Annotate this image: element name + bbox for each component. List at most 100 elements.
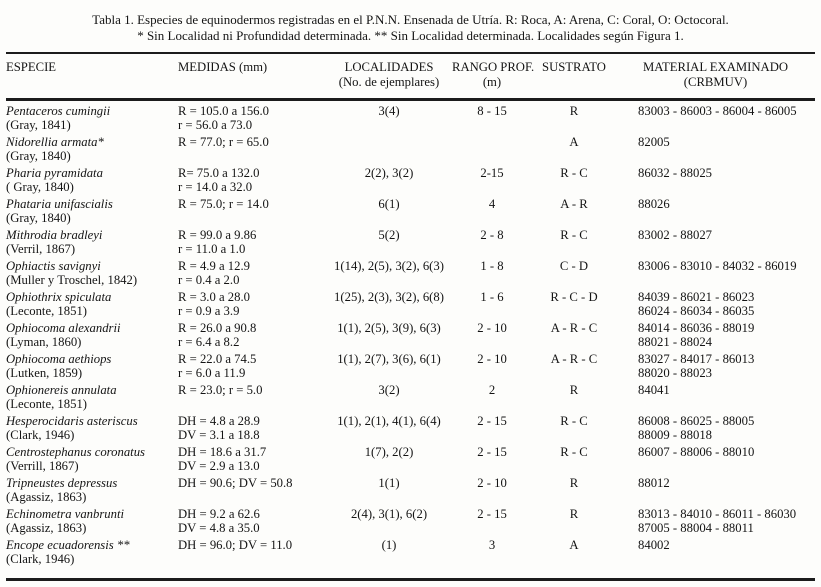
medidas-line: R = 26.0 a 90.8 — [178, 321, 257, 335]
species-row: Centrostephanus coronatus (Verrill, 1867)… — [6, 442, 815, 473]
species-name: Hesperocidaris asteriscus — [6, 414, 138, 428]
species-row: Ophiocoma aethiops (Lutken, 1859) R = 22.0… — [6, 349, 815, 380]
cell-sustrato: R - C — [560, 445, 588, 459]
header-row: ESPECIE MEDIDAS (mm) LOCALIDADES (No. de ej… — [6, 53, 815, 101]
cell-medidas: R= 75.0 a 132.0 r = 14.0 a 32.0 — [178, 163, 326, 194]
material-line: 86032 - 88025 — [638, 166, 713, 180]
material-line: 83003 - 86003 - 86004 - 86005 — [638, 104, 797, 118]
species-row: Mithrodia bradleyi (Verril, 1867) R = 99.0… — [6, 225, 815, 256]
cell-localidades: 2(4), 3(1), 6(2) — [350, 507, 428, 521]
cell-material: 83027 - 84017 - 86013 88020 - 88023 — [616, 349, 815, 380]
cell-medidas: R = 3.0 a 28.0 r = 0.9 a 3.9 — [178, 287, 326, 318]
medidas-line: DH = 9.2 a 62.6 — [178, 507, 260, 521]
cell-rango-prof: 1 - 8 — [480, 259, 504, 273]
medidas-line: DH = 18.6 a 31.7 — [178, 445, 267, 459]
material-line: 87005 - 88004 - 88011 — [638, 521, 754, 535]
material-line: 88012 — [638, 476, 670, 490]
cell-sustrato: R — [569, 104, 579, 118]
material-line: 88020 - 88023 — [638, 366, 713, 380]
table-caption: Tabla 1. Especies de equinodermos regist… — [6, 12, 815, 44]
cell-medidas: R = 26.0 a 90.8 r = 6.4 a 8.2 — [178, 318, 326, 349]
species-row: Pharia pyramidata( Gray, 1840) R= 75.0 a … — [6, 163, 815, 194]
species-table: ESPECIE MEDIDAS (mm) LOCALIDADES (No. de ej… — [6, 52, 815, 581]
species-name: Ophiothrix spiculata — [6, 290, 112, 304]
cell-sustrato: R — [569, 476, 579, 490]
caption-line-1: Tabla 1. Especies de equinodermos regist… — [92, 12, 729, 27]
cell-localidades: 1(1), 2(7), 3(6), 6(1) — [337, 352, 441, 366]
species-authority: (Agassiz, 1863) — [6, 521, 87, 535]
header-line: SUSTRATO — [542, 60, 606, 74]
cell-material: 83006 - 83010 - 84032 - 86019 — [616, 256, 815, 287]
header-line: ESPECIE — [6, 60, 57, 74]
cell-rango-prof: 2-15 — [480, 166, 504, 180]
cell-especie: Tripneustes depressus (Agassiz, 1863) — [6, 473, 178, 504]
cell-sustrato: R - C — [560, 228, 588, 242]
medidas-line: R = 75.0; r = 14.0 — [178, 197, 269, 211]
cell-sustrato: A - R - C — [550, 321, 598, 335]
material-line: 82005 — [638, 135, 670, 149]
column-header-material: MATERIAL EXAMINADO (CRBMUV) — [616, 53, 815, 101]
table-header: ESPECIE MEDIDAS (mm) LOCALIDADES (No. de ej… — [6, 53, 815, 101]
cell-rango-prof: 1 - 6 — [480, 290, 504, 304]
cell-material: 82005 — [616, 132, 815, 163]
species-authority: (Clark, 1946) — [6, 428, 75, 442]
cell-material: 88012 — [616, 473, 815, 504]
species-row: Phataria unifascialis (Gray, 1840) R = 75.… — [6, 194, 815, 225]
cell-localidades: 1(1) — [378, 476, 400, 490]
species-authority: (Verril, 1867) — [6, 242, 76, 256]
species-name: Pharia pyramidata — [6, 166, 103, 180]
cell-especie: Ophiactis savignyi (Muller y Troschel, 18… — [6, 256, 178, 287]
species-authority: (Muller y Troschel, 1842) — [6, 273, 138, 287]
species-name: Encope ecuadorensis ** — [6, 538, 130, 552]
material-line: 84014 - 86036 - 88019 — [638, 321, 755, 335]
cell-localidades: 1(14), 2(5), 3(2), 6(3) — [334, 259, 444, 273]
species-authority: (Lutken, 1859) — [6, 366, 83, 380]
species-name: Nidorellia armata* — [6, 135, 104, 149]
cell-sustrato: R - C — [560, 166, 588, 180]
cell-localidades: 1(7), 2(2) — [364, 445, 414, 459]
material-line: 88009 - 88018 — [638, 428, 713, 442]
medidas-line: R = 77.0; r = 65.0 — [178, 135, 269, 149]
species-authority: (Agassiz, 1863) — [6, 490, 87, 504]
cell-especie: Echinometra vanbrunti (Agassiz, 1863) — [6, 504, 178, 535]
species-authority: (Verrill, 1867) — [6, 459, 79, 473]
medidas-line: DH = 96.0; DV = 11.0 — [178, 538, 293, 552]
species-row: Hesperocidaris asteriscus (Clark, 1946) DH… — [6, 411, 815, 442]
cell-medidas: DH = 9.2 a 62.6 DV = 4.8 a 35.0 — [178, 504, 326, 535]
cell-material: 84014 - 86036 - 88019 88021 - 88024 — [616, 318, 815, 349]
species-name: Ophiactis savignyi — [6, 259, 101, 273]
medidas-line: R = 99.0 a 9.86 — [178, 228, 257, 242]
species-row: Encope ecuadorensis ** (Clark, 1946) DH = … — [6, 535, 815, 580]
cell-material: 86007 - 88006 - 88010 — [616, 442, 815, 473]
medidas-line: R = 4.9 a 12.9 — [178, 259, 250, 273]
cell-medidas: R = 4.9 a 12.9 r = 0.4 a 2.0 — [178, 256, 326, 287]
material-line: 84039 - 86021 - 86023 — [638, 290, 755, 304]
species-row: Ophionereis annulata (Leconte, 1851) R = 2… — [6, 380, 815, 411]
header-line: RANGO PROF. — [452, 60, 535, 74]
material-line: 83002 - 88027 — [638, 228, 713, 242]
species-name: Ophionereis annulata — [6, 383, 117, 397]
species-row: Nidorellia armata* (Gray, 1840) R = 77.0; … — [6, 132, 815, 163]
cell-sustrato: R - C — [560, 414, 588, 428]
medidas-line: DV = 2.9 a 13.0 — [178, 459, 260, 473]
cell-localidades: 1(25), 2(3), 3(2), 6(8) — [334, 290, 444, 304]
cell-medidas: R = 23.0; r = 5.0 — [178, 380, 326, 411]
species-row: Ophiothrix spiculata (Leconte, 1851) R = 3… — [6, 287, 815, 318]
cell-especie: Hesperocidaris asteriscus (Clark, 1946) — [6, 411, 178, 442]
material-line: 86007 - 88006 - 88010 — [638, 445, 755, 459]
medidas-line: R= 75.0 a 132.0 — [178, 166, 260, 180]
cell-especie: Ophiocoma aethiops (Lutken, 1859) — [6, 349, 178, 380]
medidas-line: r = 0.9 a 3.9 — [178, 304, 240, 318]
cell-medidas: DH = 96.0; DV = 11.0 — [178, 535, 326, 580]
cell-especie: Mithrodia bradleyi (Verril, 1867) — [6, 225, 178, 256]
cell-material: 83003 - 86003 - 86004 - 86005 — [616, 100, 815, 133]
table-body: Pentaceros cumingii (Gray, 1841) R = 105.0… — [6, 100, 815, 580]
cell-sustrato: A — [569, 135, 579, 149]
species-name: Phataria unifascialis — [6, 197, 113, 211]
material-line: 86008 - 86025 - 88005 — [638, 414, 755, 428]
column-header-medidas: MEDIDAS (mm) — [178, 53, 326, 101]
medidas-line: R = 3.0 a 28.0 — [178, 290, 250, 304]
cell-medidas: DH = 18.6 a 31.7 DV = 2.9 a 13.0 — [178, 442, 326, 473]
column-header-rango: RANGO PROF. (m) — [452, 53, 535, 101]
material-line: 83027 - 84017 - 86013 — [638, 352, 755, 366]
